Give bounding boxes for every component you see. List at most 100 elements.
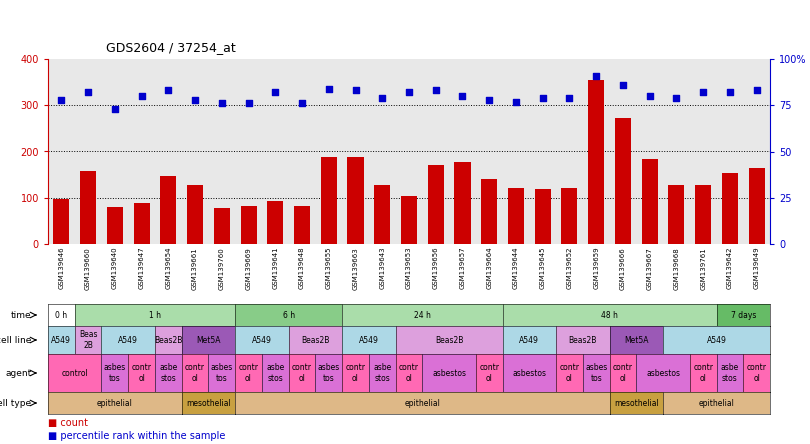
Text: 1 h: 1 h — [149, 310, 161, 320]
Text: contr
ol: contr ol — [292, 363, 312, 383]
Point — [723, 89, 736, 96]
Text: contr
ol: contr ol — [613, 363, 633, 383]
Point — [296, 100, 309, 107]
Bar — [668, 185, 684, 244]
Bar — [748, 168, 765, 244]
Bar — [615, 118, 631, 244]
Point — [429, 87, 442, 94]
Point — [135, 92, 148, 99]
Text: epithelial: epithelial — [404, 399, 441, 408]
Text: 48 h: 48 h — [601, 310, 618, 320]
Text: mesothelial: mesothelial — [186, 399, 231, 408]
Bar — [241, 206, 257, 244]
Text: A549: A549 — [51, 336, 71, 345]
Text: asbe
stos: asbe stos — [266, 363, 284, 383]
Bar — [294, 206, 310, 244]
Text: mesothelial: mesothelial — [614, 399, 659, 408]
Point — [536, 94, 549, 101]
Bar — [80, 171, 96, 244]
Bar — [214, 208, 230, 244]
Text: epithelial: epithelial — [97, 399, 133, 408]
Text: control: control — [62, 369, 88, 377]
Text: contr
ol: contr ol — [346, 363, 365, 383]
Bar — [535, 190, 551, 244]
Text: asbe
stos: asbe stos — [160, 363, 177, 383]
Bar — [481, 179, 497, 244]
Text: asbes
tos: asbes tos — [585, 363, 608, 383]
Point — [483, 96, 496, 103]
Text: Beas2B: Beas2B — [301, 336, 330, 345]
Point — [109, 105, 122, 112]
Bar — [374, 185, 390, 244]
Point — [563, 94, 576, 101]
Text: ■ percentile rank within the sample: ■ percentile rank within the sample — [48, 431, 225, 441]
Bar — [561, 189, 578, 244]
Text: A549: A549 — [519, 336, 539, 345]
Bar — [187, 185, 203, 244]
Text: A549: A549 — [252, 336, 272, 345]
Text: 0 h: 0 h — [55, 310, 67, 320]
Bar — [401, 196, 417, 244]
Text: Beas2B: Beas2B — [569, 336, 597, 345]
Text: contr
ol: contr ol — [747, 363, 766, 383]
Text: time: time — [11, 310, 32, 320]
Point — [456, 92, 469, 99]
Text: asbe
stos: asbe stos — [721, 363, 739, 383]
Bar — [160, 176, 177, 244]
Point — [189, 96, 202, 103]
Point — [269, 89, 282, 96]
Text: asbestos: asbestos — [513, 369, 546, 377]
Point — [242, 100, 255, 107]
Text: 7 days: 7 days — [731, 310, 756, 320]
Point — [376, 94, 389, 101]
Text: Met5A: Met5A — [624, 336, 649, 345]
Text: asbes
tos: asbes tos — [211, 363, 233, 383]
Bar — [321, 157, 337, 244]
Point — [349, 87, 362, 94]
Text: A549: A549 — [359, 336, 379, 345]
Bar — [134, 203, 150, 244]
Text: asbe
stos: asbe stos — [373, 363, 391, 383]
Point — [509, 98, 522, 105]
Text: ■ count: ■ count — [48, 417, 88, 428]
Point — [82, 89, 95, 96]
Bar — [347, 157, 364, 244]
Bar — [508, 187, 524, 244]
Point — [162, 87, 175, 94]
Text: asbes
tos: asbes tos — [318, 363, 340, 383]
Text: cell line: cell line — [0, 336, 32, 345]
Bar — [722, 173, 738, 244]
Text: asbes
tos: asbes tos — [104, 363, 126, 383]
Text: asbestos: asbestos — [432, 369, 466, 377]
Bar — [454, 162, 471, 244]
Point — [670, 94, 683, 101]
Text: contr
ol: contr ol — [480, 363, 499, 383]
Text: epithelial: epithelial — [698, 399, 735, 408]
Text: Beas
2B: Beas 2B — [79, 330, 97, 350]
Text: asbestos: asbestos — [646, 369, 680, 377]
Text: 24 h: 24 h — [414, 310, 431, 320]
Text: Beas2B: Beas2B — [154, 336, 182, 345]
Text: contr
ol: contr ol — [693, 363, 713, 383]
Bar — [107, 207, 123, 244]
Text: contr
ol: contr ol — [185, 363, 205, 383]
Bar — [588, 80, 604, 244]
Text: contr
ol: contr ol — [399, 363, 419, 383]
Bar — [642, 159, 658, 244]
Point — [403, 89, 416, 96]
Text: cell type: cell type — [0, 399, 32, 408]
Text: A549: A549 — [706, 336, 727, 345]
Text: A549: A549 — [118, 336, 139, 345]
Point — [590, 72, 603, 79]
Text: contr
ol: contr ol — [560, 363, 579, 383]
Point — [616, 81, 629, 88]
Point — [55, 96, 68, 103]
Point — [643, 92, 656, 99]
Bar — [267, 202, 284, 244]
Text: 6 h: 6 h — [283, 310, 295, 320]
Text: GDS2604 / 37254_at: GDS2604 / 37254_at — [106, 40, 236, 54]
Bar — [695, 185, 711, 244]
Text: contr
ol: contr ol — [131, 363, 151, 383]
Point — [215, 100, 228, 107]
Bar — [53, 199, 70, 244]
